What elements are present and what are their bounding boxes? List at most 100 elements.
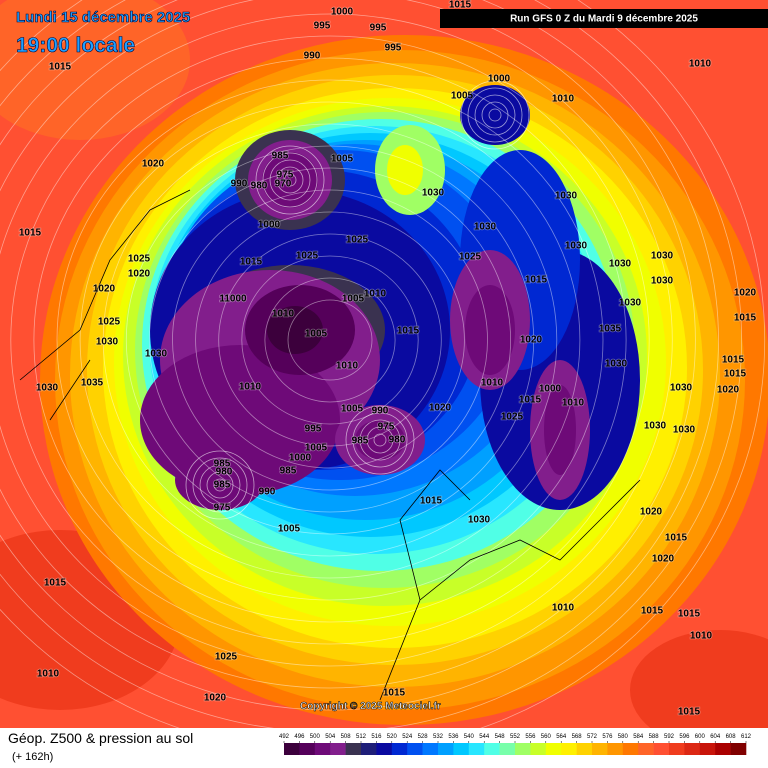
colorbar-swatch [468,743,485,755]
isobar-label: 1020 [204,693,227,704]
isobar-line [352,412,408,468]
product-title: Géop. Z500 & pression au sol [8,730,193,746]
isobar-label: 1005 [341,404,364,415]
isobar-line [373,433,387,447]
isobar-label: 1030 [651,276,674,287]
colorbar-label: 520 [387,734,398,740]
colorbar-label: 540 [464,734,475,740]
isobar-label: 1030 [96,337,119,348]
isobar-label: 1035 [81,378,104,389]
isobar-label: 1015 [383,688,406,699]
isobar-label: 1005 [305,443,328,454]
colorbar-swatch [453,743,470,755]
colorbar-label: 536 [448,734,459,740]
isobar-label: 1030 [651,251,674,262]
isobar-label: 975 [214,503,231,514]
isobar-label: 980 [216,467,233,478]
isobar-label: 1005 [331,154,354,165]
isobar-label: 995 [385,43,402,54]
colorbar-swatch [330,743,346,755]
isobar-label: 1020 [734,288,757,299]
isobar-line [467,87,523,143]
isobar-line [79,101,581,579]
isobar-label: 1030 [670,383,693,394]
colorbar: 492 496 500 504 508 512 516 520 524 528 532 536 540 5… [279,734,752,755]
isobar-label: 1010 [552,603,575,614]
isobar-line [488,108,502,122]
colorbar-label: 544 [479,734,490,740]
isobar-label: 1030 [644,421,667,432]
isobar-label: 985 [272,151,289,162]
isobar-line [195,211,465,469]
isobar-label: 1030 [422,188,445,199]
colorbar-swatch [592,743,608,755]
isobar-labels: 1015101510009959959959901015100510001010… [18,0,757,718]
geopotential-area [175,450,265,510]
colorbar-swatch [438,743,454,755]
isobar-label: 1025 [501,412,524,423]
isobar-line [218,233,442,447]
colorbar-swatch [499,743,516,755]
isobar-label: 1010 [37,669,60,680]
colorbar-swatch [284,743,300,755]
isobar-label: 1025 [98,317,121,328]
geopotential-area [630,630,768,750]
colorbar-swatch [622,743,639,755]
colorbar-swatch [653,743,670,755]
isobar-label: 1010 [336,361,359,372]
colorbar-label: 608 [726,734,737,740]
colorbar-label: 500 [310,734,321,740]
isobar-label: 1015 [397,326,420,337]
isobar-label: 1030 [555,191,578,202]
isobar-label: 970 [275,179,292,190]
isobar-line [262,152,318,208]
isobar-label: 1000 [331,7,354,18]
isobar-line [33,57,627,623]
isobar-label: 985 [352,436,369,447]
isobar-label: 1010 [552,94,575,105]
isobar-label: 1025 [459,252,482,263]
isobar-label: 1015 [19,228,42,239]
isobar-line [287,299,373,381]
colorbar-swatch [545,743,562,755]
colorbar-swatch [407,743,423,755]
isobar-label: 1015 [641,606,664,617]
isobar-label: 1020 [652,554,675,565]
colorbar-label: 584 [633,734,644,740]
colorbar-swatch [730,743,747,755]
colorbar-label: 496 [294,734,305,740]
colorbar-swatch [684,743,701,755]
colorbar-label: 588 [649,734,660,740]
isobar-label: 1005 [342,294,365,305]
isobar-label: 1030 [474,222,497,233]
colorbar-label: 552 [510,734,521,740]
isobar-label: 1000 [488,74,511,85]
isobar-label: 1020 [520,335,543,346]
isobar-label: 1010 [690,631,713,642]
isobar-line [366,426,394,454]
isobar-label: 1020 [142,159,165,170]
isobar-label: 1025 [215,652,238,663]
isobar-label: 1015 [665,533,688,544]
isobar-label: 1005 [305,329,328,340]
isobar-label: 1030 [605,359,628,370]
colorbar-swatch [422,743,439,755]
lead-time: (+ 162h) [12,751,53,763]
isobar-line [255,145,325,215]
colorbar-label: 592 [664,734,675,740]
isobar-label: 11000 [219,294,247,305]
isobar-label: 1030 [673,425,696,436]
isobar-line [269,159,311,201]
isobar-line [206,471,234,499]
isobar-line [56,79,604,601]
isobar-label: 1030 [145,349,168,360]
isobar-line [0,0,696,689]
colorbar-swatch [299,743,316,755]
isobar-line [102,123,558,557]
geopotential-area [140,345,340,495]
colorbar-label: 512 [356,734,367,740]
isobar-label: 985 [214,459,231,470]
isobar-label: 1005 [451,91,474,102]
isobar-label: 1015 [240,257,263,268]
isobar-label: 1015 [525,275,548,286]
